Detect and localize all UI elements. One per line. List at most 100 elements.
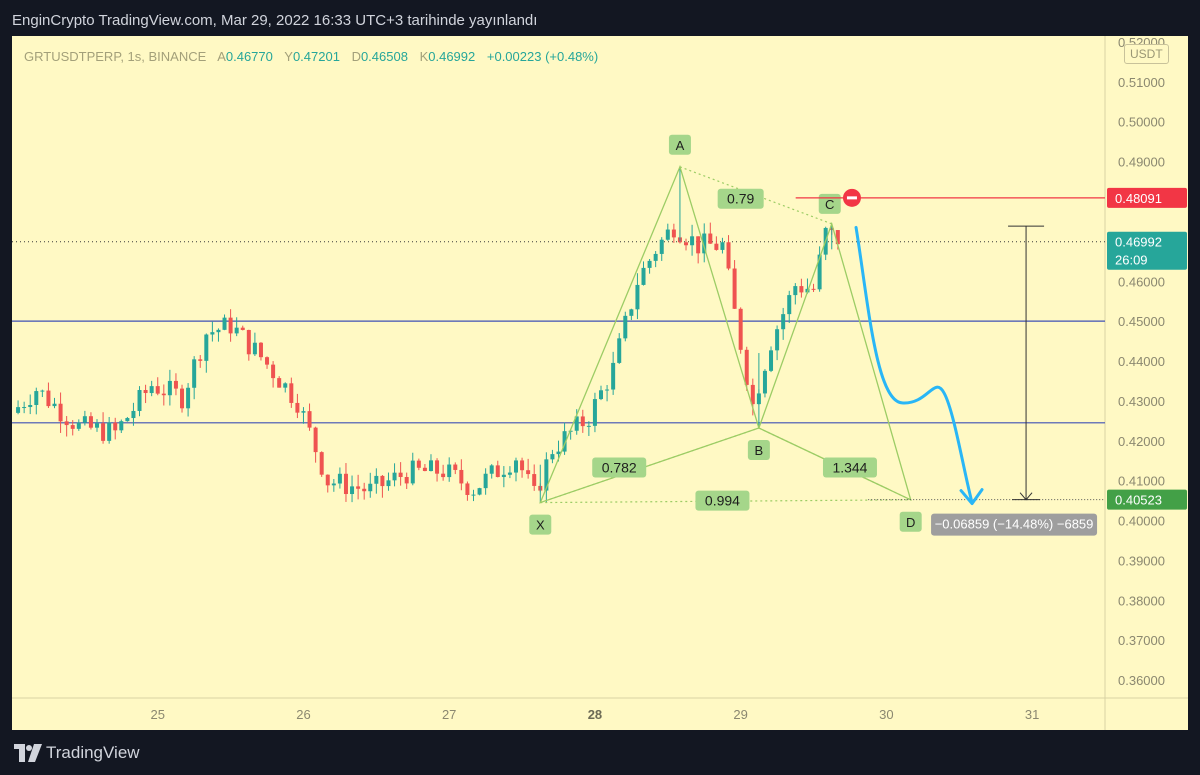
price-chart[interactable]: X A B C D 0.79 0.782 1.344 0.994 −0.06859 (−14.4… bbox=[12, 36, 1188, 730]
candle-body bbox=[204, 334, 209, 361]
candle-body bbox=[550, 454, 555, 460]
candle-body bbox=[793, 286, 798, 296]
candle bbox=[64, 416, 69, 437]
candle bbox=[167, 369, 172, 406]
stop-price-tag-text: 0.48091 bbox=[1115, 191, 1162, 206]
candle-body bbox=[216, 329, 221, 333]
candle bbox=[520, 457, 525, 478]
candle bbox=[246, 329, 251, 361]
candle-body bbox=[313, 427, 318, 453]
candle-body bbox=[465, 483, 470, 495]
candle-body bbox=[131, 410, 136, 419]
candle-body bbox=[325, 474, 330, 486]
candle bbox=[113, 417, 118, 440]
candle-body bbox=[623, 315, 628, 339]
candle bbox=[611, 351, 616, 395]
candle-body bbox=[246, 329, 251, 355]
candle-body bbox=[307, 411, 312, 428]
candle bbox=[198, 355, 203, 368]
pattern-point-d-bg bbox=[899, 511, 922, 532]
candle-body bbox=[337, 473, 342, 484]
candle bbox=[34, 387, 39, 415]
candle-body bbox=[301, 411, 306, 413]
candle-body bbox=[441, 473, 446, 478]
candle-body bbox=[398, 472, 403, 478]
candle bbox=[726, 235, 731, 271]
candle-body bbox=[720, 242, 725, 250]
candle-body bbox=[76, 422, 81, 429]
candle bbox=[775, 325, 780, 361]
candle-body bbox=[46, 390, 51, 407]
candle bbox=[793, 283, 798, 305]
candle-body bbox=[343, 473, 348, 495]
candle bbox=[222, 314, 227, 331]
candle bbox=[586, 421, 591, 436]
candle bbox=[659, 237, 664, 261]
annotations-layer: −0.06859 (−14.48%) −6859 bbox=[795, 188, 1105, 536]
candle bbox=[398, 462, 403, 486]
candle-body bbox=[714, 243, 719, 250]
candle-body bbox=[732, 268, 737, 309]
close-value: 0.46992 bbox=[428, 49, 476, 64]
candle-body bbox=[28, 404, 33, 408]
candle-body bbox=[368, 483, 373, 492]
candle-body bbox=[137, 390, 142, 411]
candle bbox=[647, 259, 652, 274]
projection-arrow-head bbox=[959, 488, 984, 506]
candle bbox=[459, 459, 464, 491]
candle-body bbox=[16, 407, 21, 413]
candle-body bbox=[617, 338, 622, 363]
candle bbox=[173, 373, 178, 396]
last-price-tag-bg bbox=[1107, 231, 1187, 270]
tradingview-brand: TradingView bbox=[46, 743, 140, 762]
candle bbox=[374, 468, 379, 494]
candle bbox=[271, 361, 276, 388]
candle-body bbox=[562, 431, 567, 452]
candle-body bbox=[350, 486, 355, 495]
candle-body bbox=[113, 422, 118, 431]
candle-body bbox=[228, 317, 233, 334]
candle bbox=[507, 466, 512, 479]
candle bbox=[307, 403, 312, 431]
currency-badge[interactable]: USDT bbox=[1124, 44, 1169, 64]
ratio-label: 0.994 bbox=[695, 490, 750, 511]
ratio-label-text: 1.344 bbox=[832, 459, 867, 475]
ratio-label-bg bbox=[717, 188, 764, 209]
candle-body bbox=[635, 284, 640, 310]
candle bbox=[404, 472, 409, 489]
candle bbox=[319, 451, 324, 477]
candle bbox=[744, 346, 749, 391]
candle-body bbox=[544, 459, 549, 491]
close-label: K bbox=[419, 49, 429, 64]
candle bbox=[283, 382, 288, 393]
price-tick-label: 0.49000 bbox=[1118, 155, 1165, 170]
candle bbox=[325, 474, 330, 493]
chart-area[interactable]: X A B C D 0.79 0.782 1.344 0.994 −0.06859 (−14.4… bbox=[12, 36, 1188, 730]
candle bbox=[252, 332, 257, 357]
candle-body bbox=[428, 460, 433, 472]
candle-body bbox=[222, 317, 227, 330]
ratio-label: 0.782 bbox=[592, 457, 647, 478]
open-label: A bbox=[217, 49, 226, 64]
price-tick-label: 0.46000 bbox=[1118, 274, 1165, 289]
pattern-point-d-text: D bbox=[906, 515, 915, 530]
candle-body bbox=[762, 370, 767, 394]
candle bbox=[708, 222, 713, 244]
candle-body bbox=[234, 327, 239, 334]
candle bbox=[289, 377, 294, 408]
time-axis: 25 26 27 28 29 30 31 bbox=[150, 707, 1039, 722]
ratio-label-text: 0.994 bbox=[705, 493, 740, 509]
target-price-tag-text: 0.40523 bbox=[1115, 493, 1162, 508]
candle bbox=[447, 457, 452, 482]
candle bbox=[143, 384, 148, 404]
candle bbox=[82, 410, 87, 426]
price-tick-label: 0.41000 bbox=[1118, 474, 1165, 489]
pattern-triangle-xab bbox=[539, 164, 760, 504]
candle-body bbox=[422, 467, 427, 472]
candle-body bbox=[495, 465, 500, 478]
candle bbox=[599, 385, 604, 401]
candle-body bbox=[459, 469, 464, 484]
price-tick-label: 0.36000 bbox=[1118, 673, 1165, 688]
candle-body bbox=[605, 389, 610, 391]
candle bbox=[787, 290, 792, 323]
